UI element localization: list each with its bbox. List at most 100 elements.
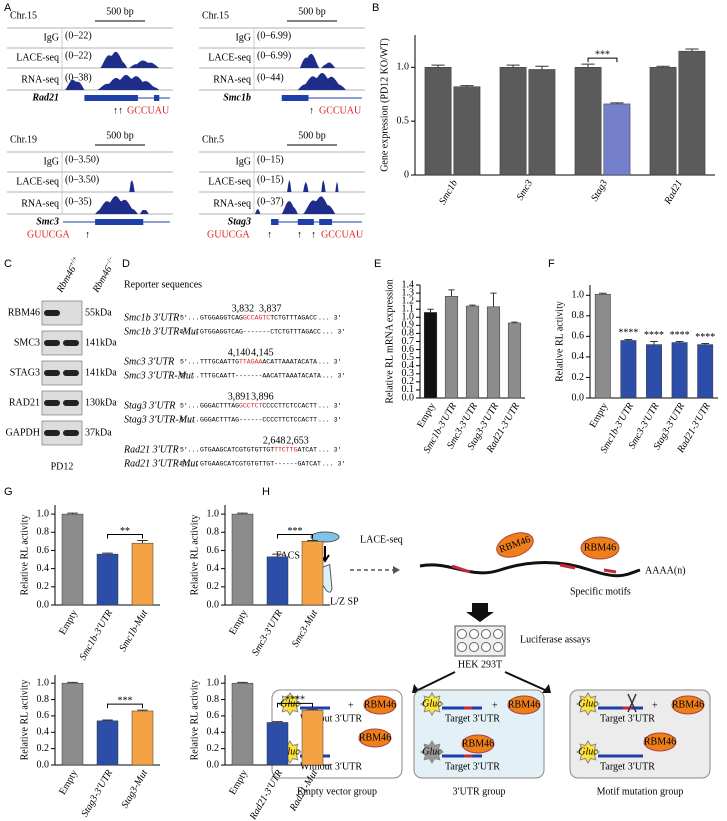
error-bar <box>67 512 78 515</box>
bar <box>507 322 522 399</box>
method-label: LACE-seq <box>360 534 403 545</box>
track-label: RNA-seq <box>213 198 251 209</box>
sequence-end: ... 3′ <box>318 447 341 454</box>
x-tick-label: Stag3 <box>589 178 610 203</box>
y-tick-label: 0.4 <box>37 727 50 738</box>
motif: ↑ <box>311 229 316 240</box>
position: 4,140 <box>228 347 251 358</box>
bar <box>266 722 289 766</box>
error-bar <box>675 341 684 343</box>
protein-label: GAPDH <box>6 427 40 438</box>
error-bar <box>137 539 148 544</box>
error-bar <box>137 709 148 711</box>
track-range: (0–38) <box>65 72 92 83</box>
error-bar <box>307 539 318 542</box>
exon <box>84 95 138 101</box>
track-label: LACE-seq <box>208 52 251 63</box>
scale-label: 500 bp <box>106 6 134 17</box>
x-tick-label: Stag3-3′UTR <box>79 768 115 819</box>
lace-peak <box>287 179 292 192</box>
gluc-icon <box>420 692 444 716</box>
sequence: AACATTAAATACATA <box>262 373 321 380</box>
y-tick-label: 0.6 <box>37 710 50 721</box>
panel-h-schematic: FACS L/Z SP LACE-seq AAAA(n) RBM46 RBM46… <box>271 531 711 797</box>
sequence: GTGAAGCATCGTGTGTTGT <box>200 447 274 454</box>
track-label: IgG <box>235 156 251 167</box>
plus: + <box>348 700 354 711</box>
error-bar <box>431 64 445 68</box>
bar <box>61 682 84 766</box>
track-label: LACE-seq <box>16 176 59 187</box>
sequence: GTGGAGGTCAG <box>200 315 243 322</box>
significance: **** <box>285 695 305 706</box>
genotype: −/− <box>103 255 115 268</box>
target-label: Target 3′UTR <box>600 713 655 724</box>
polya-label: AAAA(n) <box>645 565 686 576</box>
y-tick-label: 0.0 <box>207 599 220 610</box>
sequence: GGGACTTTAG <box>200 403 239 410</box>
sequence-end: ... 3′ <box>322 329 345 336</box>
bar <box>301 709 324 766</box>
exon <box>281 95 309 101</box>
sequence: ACATTAAATACATA <box>262 359 317 366</box>
sequence-name: Stag3 3′UTR <box>124 400 175 411</box>
y-tick-label: 0.0 <box>402 392 415 403</box>
bar <box>499 67 527 176</box>
bar <box>301 541 324 606</box>
y-tick-label: 0.8 <box>37 527 50 538</box>
bar <box>231 513 254 606</box>
position: 2,653 <box>286 435 309 446</box>
well <box>469 642 479 652</box>
size-label: 55kDa <box>85 307 112 318</box>
y-tick-label: 0.1 <box>402 384 415 395</box>
track-range: (0–37) <box>257 196 284 207</box>
band <box>63 340 79 346</box>
y-tick-label: 0.6 <box>572 331 585 342</box>
error-bar <box>656 65 670 68</box>
y-tick-label: 0 <box>404 169 409 180</box>
error-bar <box>237 681 248 684</box>
motif: ↑↑ <box>113 105 123 116</box>
bar <box>131 542 154 606</box>
sequence-name: Smc3 3′UTR-Mut <box>124 370 194 381</box>
position: 3,896 <box>251 391 274 402</box>
error-bar <box>535 65 549 70</box>
significance-bracket <box>277 702 313 708</box>
y-tick-label: 1.0 <box>37 677 50 688</box>
error-bar <box>490 292 497 307</box>
sequence-motif: GCCTCT <box>239 403 263 410</box>
band <box>44 370 60 376</box>
error-bar <box>102 719 113 721</box>
error-bar <box>448 289 455 297</box>
well <box>457 629 467 639</box>
y-axis-label: Gene expression (PD12 KO/WT) <box>379 38 390 172</box>
track-range: (0–6.99) <box>257 50 291 61</box>
sequence-name: Smc3 3′UTR <box>124 356 174 367</box>
error-bar <box>598 292 607 295</box>
y-tick-label: 1.0 <box>402 312 415 323</box>
error-bar <box>460 85 474 87</box>
track-label: RNA-seq <box>213 74 251 85</box>
protein-label: SMC3 <box>14 337 40 348</box>
y-tick-label: 0.6 <box>37 545 50 556</box>
position: 3,832 <box>232 303 255 314</box>
sequence-start: 5′... <box>180 447 200 454</box>
rbm46 <box>643 732 677 752</box>
arrows <box>417 671 546 691</box>
motif: ↑ <box>85 229 90 240</box>
reporter-label: Gluc <box>578 746 598 757</box>
sequence-start: 5′... <box>180 403 200 410</box>
error-bar <box>272 553 283 557</box>
error-bar <box>307 708 318 711</box>
sequence-start: 5′... <box>180 329 200 336</box>
group-label: Empty vector group <box>297 786 377 797</box>
chromosome: Chr.19 <box>10 134 37 145</box>
y-tick-label: 0.4 <box>207 727 220 738</box>
track-range: (0–6.99) <box>257 30 291 41</box>
rna-peak <box>297 72 346 90</box>
y-axis-label: Relative RL activity <box>189 515 200 596</box>
y-tick-label: 0.0 <box>572 392 585 403</box>
y-tick-label: 0.4 <box>572 351 585 362</box>
y-tick-label: 0.4 <box>207 563 220 574</box>
significance-bracket <box>107 703 143 709</box>
